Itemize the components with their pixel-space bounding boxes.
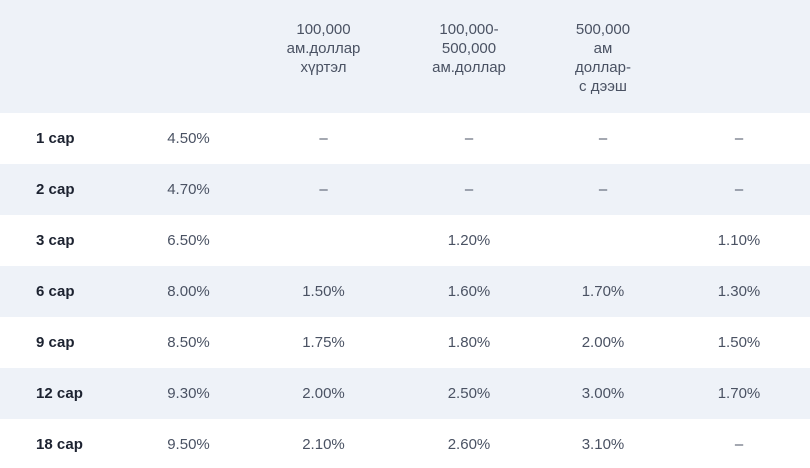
rate-cell: 1.50%	[717, 334, 761, 351]
term-cell: 2 сар	[36, 181, 75, 198]
table-row: 1 сар 4.50% – – – –	[0, 113, 810, 164]
rate-cell: 1.70%	[717, 385, 761, 402]
rate-cell	[538, 215, 668, 266]
rate-cell: –	[319, 181, 328, 198]
header-extra	[668, 0, 810, 113]
rate-cell: 2.50%	[447, 385, 491, 402]
term-cell: 1 сар	[36, 130, 75, 147]
rate-cell: 9.30%	[167, 385, 210, 402]
rate-cell: 3.00%	[581, 385, 625, 402]
term-cell: 12 сар	[36, 385, 83, 402]
rate-cell: 1.10%	[717, 232, 761, 249]
table-row: 12 сар 9.30% 2.00% 2.50% 3.00% 1.70%	[0, 368, 810, 419]
table-row: 9 сар 8.50% 1.75% 1.80% 2.00% 1.50%	[0, 317, 810, 368]
rate-cell: –	[734, 181, 744, 198]
rate-cell: 4.50%	[167, 130, 210, 147]
rate-cell: 6.50%	[167, 232, 210, 249]
table-row: 6 сар 8.00% 1.50% 1.60% 1.70% 1.30%	[0, 266, 810, 317]
rate-cell: 2.00%	[302, 385, 345, 402]
rate-cell: 1.80%	[447, 334, 491, 351]
table-header-row: 100,000 ам.доллар хүртэл 100,000- 500,00…	[0, 0, 810, 113]
rate-cell: 1.20%	[447, 232, 491, 249]
rate-cell: 9.50%	[167, 436, 210, 453]
header-rate	[130, 0, 247, 113]
rate-cell: 2.10%	[302, 436, 345, 453]
rate-cell: 8.00%	[167, 283, 210, 300]
rate-cell: 1.70%	[581, 283, 625, 300]
table-row: 3 сар 6.50% 1.20% 1.10%	[0, 215, 810, 266]
rate-cell: 2.00%	[581, 334, 625, 351]
rate-cell: 1.75%	[302, 334, 345, 351]
rate-cell: 8.50%	[167, 334, 210, 351]
rate-cell: 1.60%	[447, 283, 491, 300]
rate-cell	[247, 215, 400, 266]
rate-cell: –	[319, 130, 328, 147]
rate-cell: 2.60%	[447, 436, 491, 453]
rate-cell: –	[598, 181, 608, 198]
term-cell: 18 сар	[36, 436, 83, 453]
table-row: 18 сар 9.50% 2.10% 2.60% 3.10% –	[0, 419, 810, 468]
rate-cell: –	[598, 130, 608, 147]
rate-cell: 1.50%	[302, 283, 345, 300]
term-cell: 6 сар	[36, 283, 75, 300]
rate-cell: –	[464, 130, 474, 147]
rate-cell: –	[734, 130, 744, 147]
term-cell: 9 сар	[36, 334, 75, 351]
header-100k-500k: 100,000- 500,000 ам.доллар	[432, 21, 506, 76]
rate-cell: –	[734, 436, 744, 453]
rate-cell: 4.70%	[167, 181, 210, 198]
rate-cell: –	[464, 181, 474, 198]
rate-cell: 3.10%	[581, 436, 625, 453]
term-cell: 3 сар	[36, 232, 75, 249]
header-term	[0, 0, 130, 113]
header-up-to-100k: 100,000 ам.доллар хүртэл	[286, 21, 361, 76]
header-over-500k: 500,000 ам доллар- с дээш	[575, 21, 631, 95]
table-row: 2 сар 4.70% – – – –	[0, 164, 810, 215]
rate-cell: 1.30%	[717, 283, 761, 300]
